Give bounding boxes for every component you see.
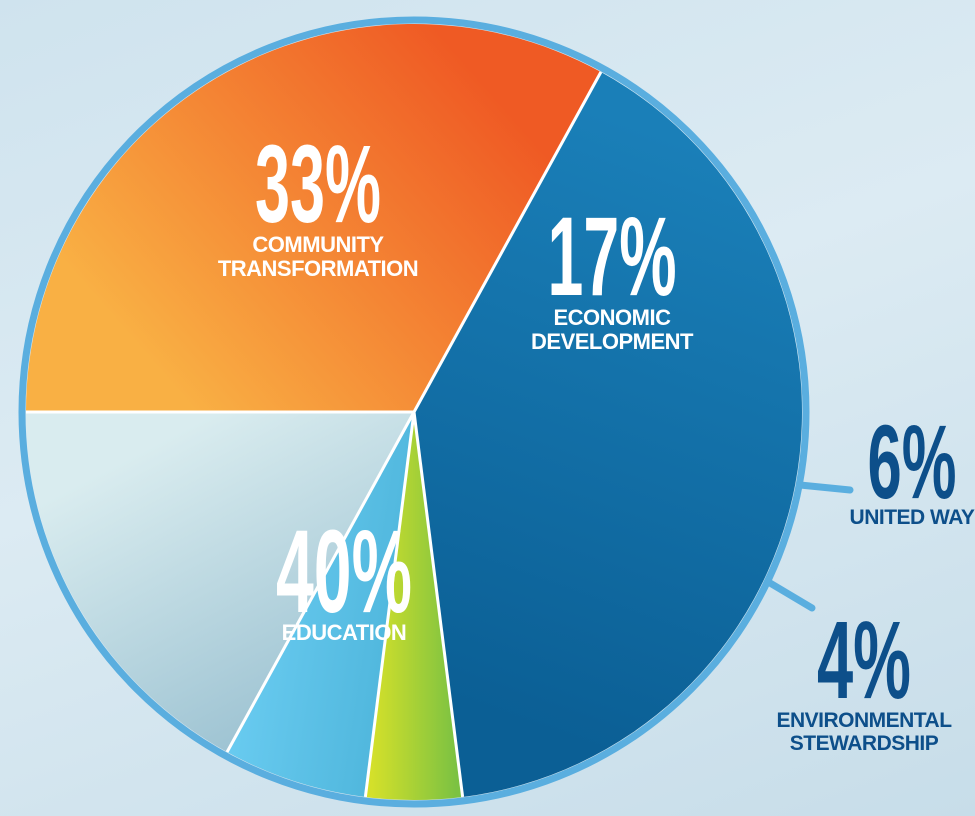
pie-slice-education xyxy=(414,71,802,797)
pie-slice-economic-development xyxy=(26,412,414,753)
callout-line xyxy=(766,579,816,612)
slice-percent-label: 6% xyxy=(868,404,957,521)
slice-divider xyxy=(225,411,416,753)
slice-category-label: ECONOMIC xyxy=(554,305,672,330)
slice-category-label: EDUCATION xyxy=(282,620,407,645)
slice-percent-label: 4% xyxy=(817,599,911,722)
slice-category-label: STEWARDSHIP xyxy=(790,732,939,755)
slice-category-label: ENVIRONMENTAL xyxy=(776,709,952,732)
slice-category-label: TRANSFORMATION xyxy=(218,256,418,281)
pie-outer-ring xyxy=(18,16,810,808)
pie-slice-community-transformation xyxy=(26,24,601,412)
pie-slice-united-way xyxy=(227,412,414,797)
slice-divider xyxy=(412,411,465,798)
pie-slice-environmental-stewardship xyxy=(365,412,463,800)
slice-divider xyxy=(412,71,603,413)
slice-percent-label: 33% xyxy=(255,123,381,246)
slice-percent-label: 17% xyxy=(548,194,677,319)
slice-category-label: UNITED WAY xyxy=(850,506,975,529)
slice-divider xyxy=(363,411,416,798)
callout-line xyxy=(796,481,854,494)
slice-category-label: COMMUNITY xyxy=(252,232,384,257)
slice-percent-label: 40% xyxy=(276,506,412,638)
slice-category-label: DEVELOPMENT xyxy=(531,329,694,354)
